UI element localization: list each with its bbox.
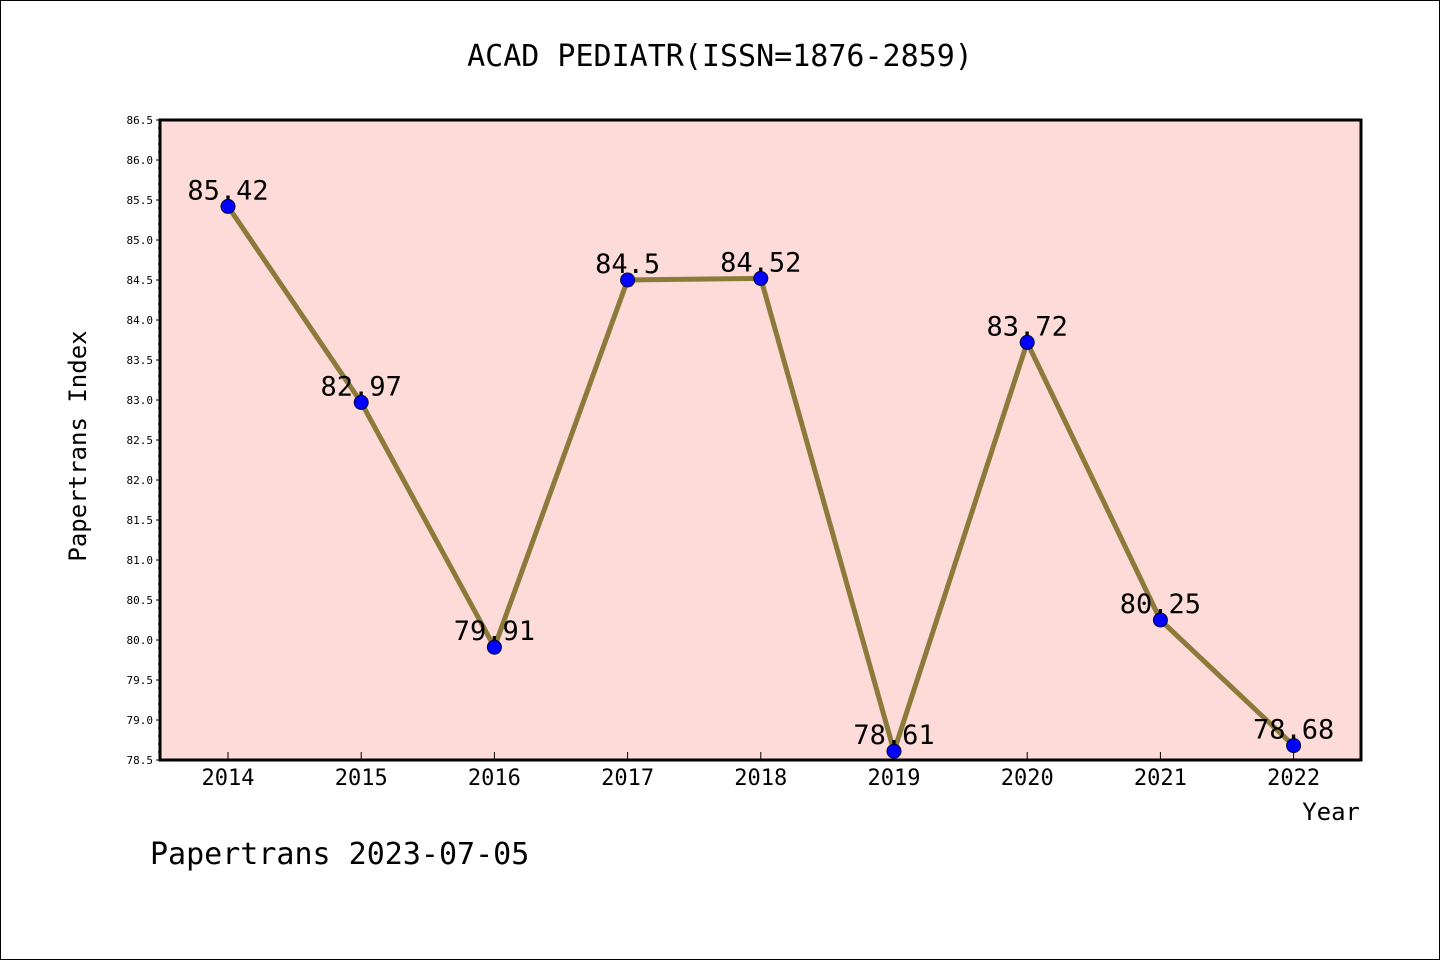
y-tick-label: 79.0 bbox=[127, 714, 154, 727]
plot-area bbox=[160, 120, 1361, 760]
y-tick-label: 84.5 bbox=[127, 274, 154, 287]
y-tick-label: 83.5 bbox=[127, 354, 154, 367]
plot-border bbox=[158, 118, 1363, 762]
y-tick-label: 80.5 bbox=[127, 594, 154, 607]
x-tick-label: 2021 bbox=[1134, 766, 1187, 791]
x-tick-label: 2014 bbox=[202, 766, 255, 791]
y-axis-label: Papertrans Index bbox=[64, 330, 92, 561]
x-tick-label: 2017 bbox=[601, 766, 654, 791]
data-point-marker bbox=[353, 394, 369, 410]
data-label: 80.25 bbox=[1120, 589, 1201, 620]
footer-text: Papertrans 2023-07-05 bbox=[150, 837, 529, 872]
y-tick-label: 84.0 bbox=[127, 314, 154, 327]
x-tick-label: 2016 bbox=[468, 766, 521, 791]
x-axis: 2014 2015 2016 2017 2018 2019 2020 2021 2022 bbox=[202, 752, 1320, 791]
y-tick-label: 78.5 bbox=[127, 754, 154, 767]
y-tick-label: 80.0 bbox=[127, 634, 154, 647]
data-label: 84.5 bbox=[595, 249, 660, 280]
x-tick-label: 2020 bbox=[1001, 766, 1054, 791]
y-tick-label: 86.0 bbox=[127, 154, 154, 167]
y-tick-label: 85.0 bbox=[127, 234, 154, 247]
data-point-marker bbox=[220, 198, 236, 214]
data-label: 82.97 bbox=[321, 371, 402, 402]
y-tick-label: 82.5 bbox=[127, 434, 154, 447]
y-tick-label: 82.0 bbox=[127, 474, 154, 487]
data-point-marker bbox=[1019, 334, 1035, 350]
y-tick-label: 85.5 bbox=[127, 194, 154, 207]
data-point-marker bbox=[620, 272, 636, 288]
x-tick-label: 2022 bbox=[1267, 766, 1320, 791]
data-point-marker bbox=[1152, 612, 1168, 628]
series-layer bbox=[220, 198, 1302, 759]
data-point-marker bbox=[1286, 738, 1302, 754]
data-point-marker bbox=[753, 270, 769, 286]
y-tick-label: 79.5 bbox=[127, 674, 154, 687]
data-label: 83.72 bbox=[987, 311, 1068, 342]
data-label: 78.61 bbox=[853, 720, 934, 751]
y-tick-label: 83.0 bbox=[127, 394, 154, 407]
data-label-layer: 85.42 82.97 79.91 84.5 84.52 78.61 83.72 80.25 7… bbox=[187, 175, 1334, 751]
x-tick-label: 2019 bbox=[868, 766, 921, 791]
x-tick-label: 2018 bbox=[734, 766, 787, 791]
x-tick-label: 2015 bbox=[335, 766, 388, 791]
chart-title: ACAD PEDIATR(ISSN=1876-2859) bbox=[467, 39, 973, 74]
data-label: 85.42 bbox=[187, 175, 268, 206]
data-point-marker bbox=[486, 639, 502, 655]
y-tick-label: 86.5 bbox=[127, 114, 154, 127]
y-tick-label: 81.5 bbox=[127, 514, 154, 527]
data-label: 79.91 bbox=[454, 616, 535, 647]
data-point-marker bbox=[886, 743, 902, 759]
data-label: 84.52 bbox=[720, 247, 801, 278]
y-tick-label: 81.0 bbox=[127, 554, 154, 567]
data-label: 78.68 bbox=[1253, 715, 1334, 746]
x-axis-label: Year bbox=[1302, 798, 1360, 826]
y-axis: 78.5 79.0 79.5 80.0 80.5 81.0 81.5 82.0 82.5 83.0… bbox=[127, 114, 160, 767]
